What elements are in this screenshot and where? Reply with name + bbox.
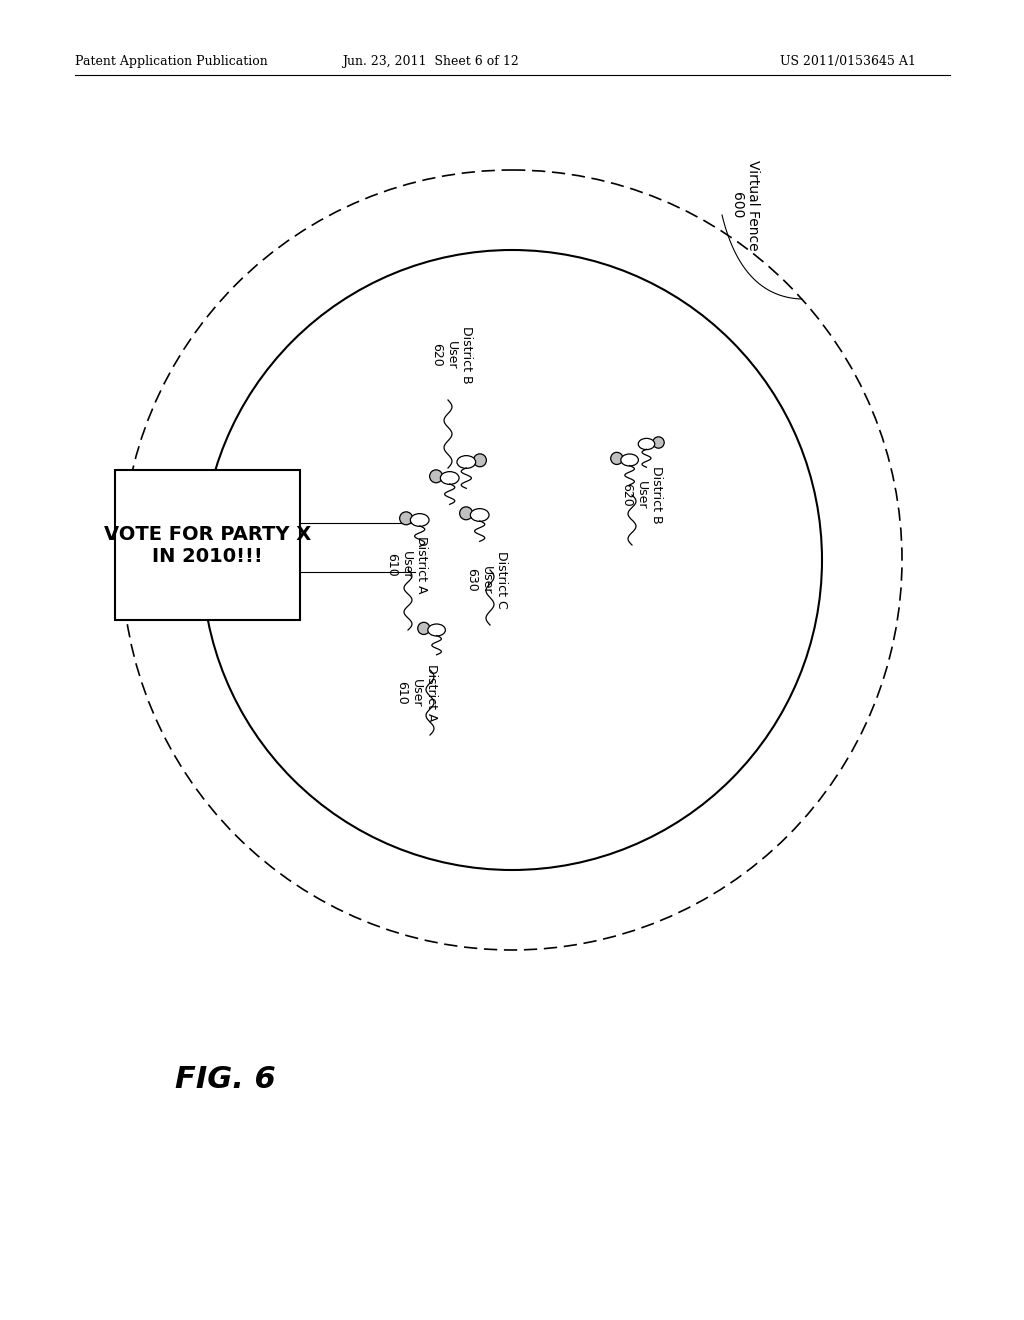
Text: Patent Application Publication: Patent Application Publication (75, 55, 267, 69)
Ellipse shape (440, 471, 459, 484)
Circle shape (430, 470, 442, 483)
Text: Virtual Fence
600: Virtual Fence 600 (730, 160, 760, 251)
Text: Jun. 23, 2011  Sheet 6 of 12: Jun. 23, 2011 Sheet 6 of 12 (342, 55, 518, 69)
Ellipse shape (638, 438, 654, 450)
Ellipse shape (411, 513, 429, 527)
Circle shape (418, 622, 430, 635)
Text: District A
User
610: District A User 610 (395, 664, 438, 722)
Text: US 2011/0153645 A1: US 2011/0153645 A1 (780, 55, 915, 69)
Ellipse shape (470, 508, 489, 521)
Bar (115, 470, 300, 620)
Ellipse shape (621, 454, 638, 466)
Circle shape (653, 437, 665, 449)
Text: District A
User
610: District A User 610 (385, 536, 428, 594)
Text: District C
User
630: District C User 630 (465, 552, 508, 609)
Text: District B
User
620: District B User 620 (620, 466, 663, 524)
Circle shape (460, 507, 472, 520)
Text: FIG. 6: FIG. 6 (175, 1065, 275, 1094)
Text: VOTE FOR PARTY X
IN 2010!!!: VOTE FOR PARTY X IN 2010!!! (103, 524, 311, 565)
Text: District B
User
620: District B User 620 (430, 326, 473, 384)
Circle shape (473, 454, 486, 467)
Ellipse shape (428, 624, 445, 636)
Ellipse shape (457, 455, 476, 469)
Circle shape (610, 453, 623, 465)
Circle shape (399, 512, 413, 525)
